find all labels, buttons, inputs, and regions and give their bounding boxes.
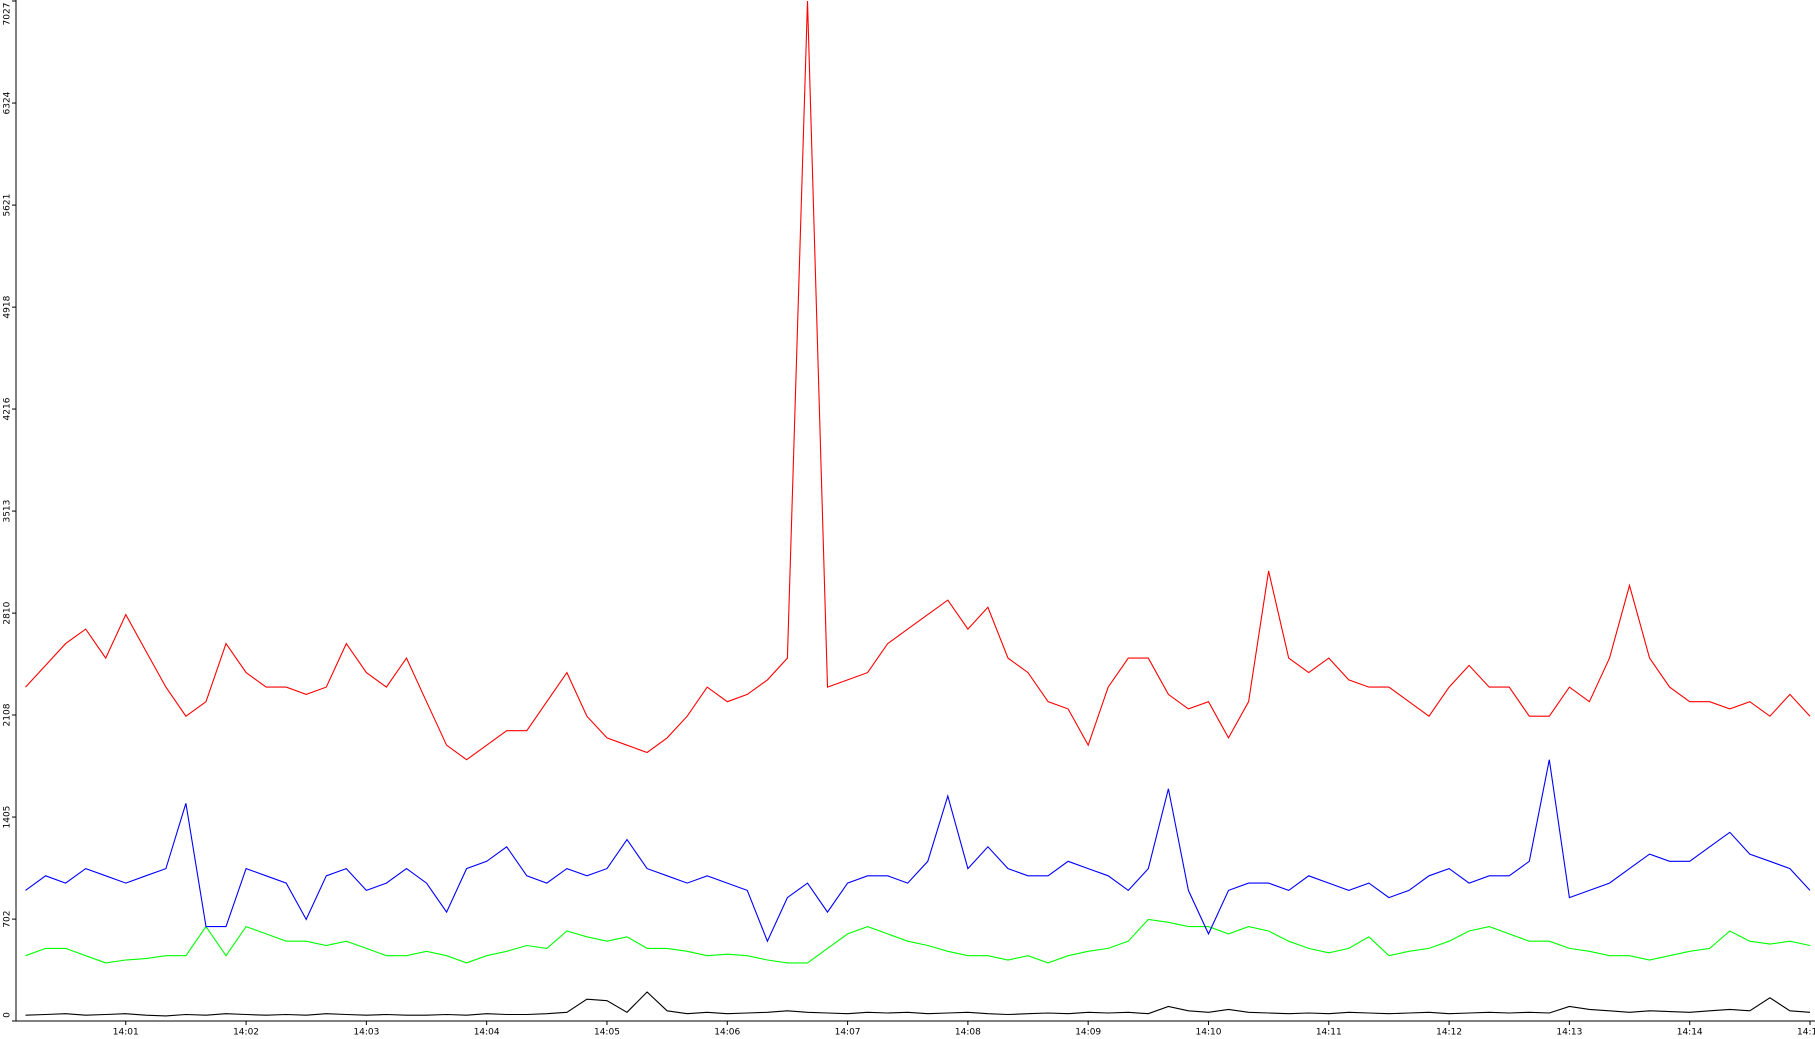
x-tick-label: 14:01 — [113, 1028, 139, 1038]
x-tick-label: 14:04 — [474, 1028, 500, 1038]
x-tick-label: 14:10 — [1196, 1028, 1222, 1038]
series-line — [25, 991, 1811, 1017]
y-tick-label: 3513 — [3, 500, 13, 523]
x-tick-label: 14:03 — [353, 1028, 379, 1038]
series-line — [25, 918, 1811, 964]
y-tick-label: 0 — [3, 1012, 13, 1018]
x-tick-label: 14:08 — [955, 1028, 981, 1038]
y-tick-label: 1405 — [3, 806, 13, 829]
x-tick-label: 14:14 — [1677, 1028, 1703, 1038]
x-tick-label: 14:13 — [1556, 1028, 1582, 1038]
y-tick-label: 5621 — [3, 194, 13, 217]
x-tick-label: 14:07 — [835, 1028, 861, 1038]
y-tick-label: 4918 — [3, 295, 13, 318]
x-tick-label: 14:05 — [594, 1028, 620, 1038]
y-tick-label: 2810 — [3, 601, 13, 624]
series-line — [25, 759, 1811, 943]
x-tick-label: 14:09 — [1075, 1028, 1101, 1038]
x-tick-label: 14:11 — [1316, 1028, 1342, 1038]
x-tick-label: 14:15 — [1797, 1028, 1815, 1038]
x-tick-label: 14:12 — [1436, 1028, 1462, 1038]
y-tick-label: 4216 — [3, 397, 13, 420]
x-tick-label: 14:06 — [714, 1028, 740, 1038]
y-tick-label: 2108 — [3, 703, 13, 726]
y-tick-label: 702 — [3, 911, 13, 928]
series-line — [25, 0, 1811, 761]
y-tick-label: 7027 — [3, 3, 13, 26]
y-tick-label: 6324 — [3, 91, 13, 114]
x-tick-label: 14:02 — [233, 1028, 259, 1038]
